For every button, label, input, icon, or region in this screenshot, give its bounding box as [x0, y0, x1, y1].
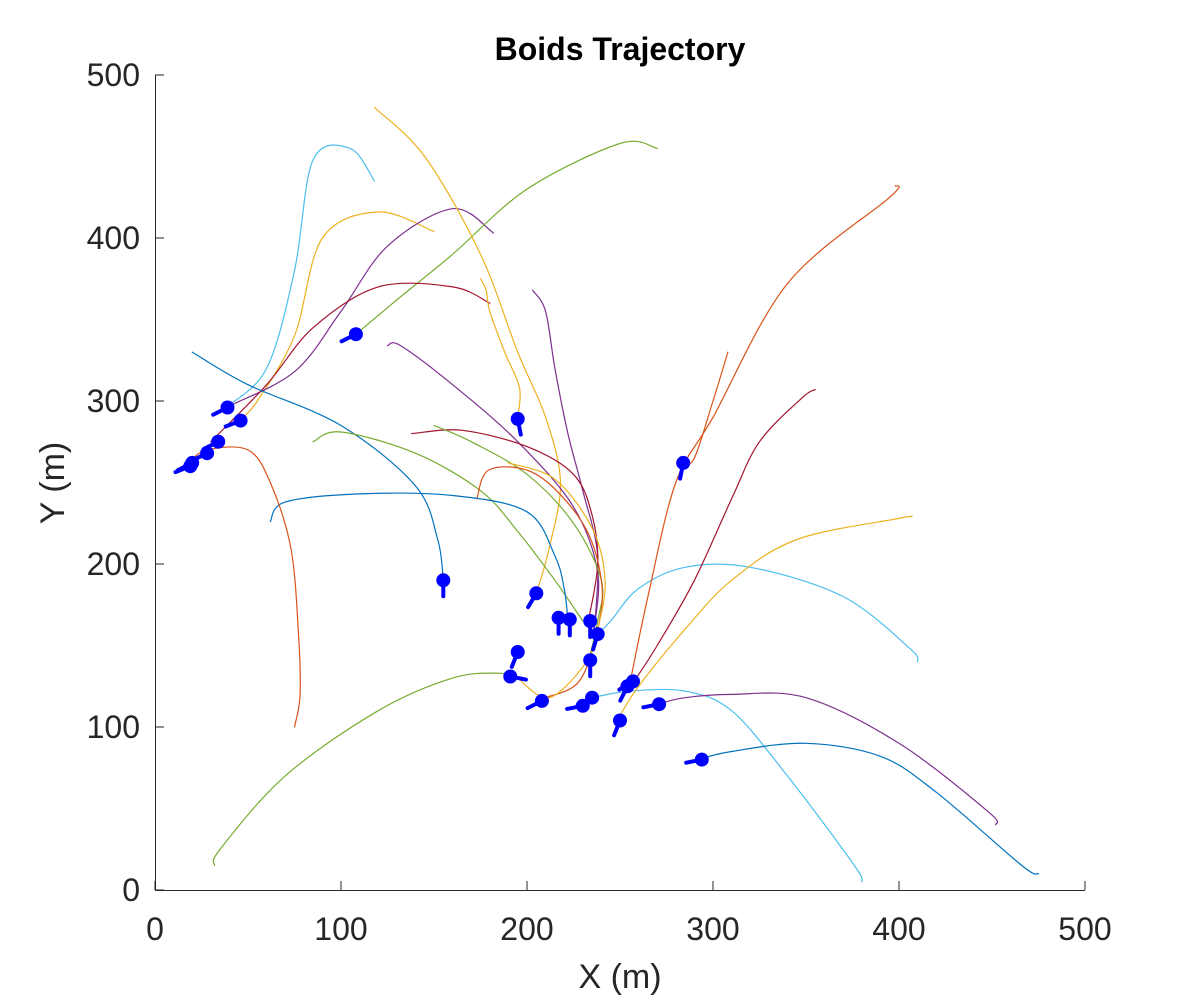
boid-2 — [223, 413, 248, 429]
trajectory-line-19 — [591, 688, 863, 883]
boid-marker-4 — [200, 446, 215, 461]
trajectory-line-14 — [476, 466, 603, 699]
boid-marker-24 — [652, 697, 667, 712]
y-tick-label: 100 — [87, 709, 140, 745]
trajectory-line-20 — [656, 692, 999, 826]
x-tick-label: 300 — [686, 911, 739, 947]
boid-marker-16 — [510, 645, 525, 659]
boid-marker-14 — [590, 627, 605, 642]
boid-marker-9 — [436, 573, 451, 588]
boid-marker-15 — [583, 653, 598, 668]
trajectory-line-4 — [355, 140, 658, 335]
boid-10 — [526, 586, 544, 610]
boid-26 — [684, 752, 709, 767]
boid-16 — [509, 645, 525, 669]
trajectory-line-21 — [697, 742, 1040, 875]
trajectory-line-3 — [225, 208, 495, 409]
x-ticks: 0 100 200 300 400 500 — [146, 881, 1112, 947]
trajectory-line-2 — [238, 211, 435, 422]
boid-13 — [583, 614, 598, 639]
boid-18 — [525, 693, 549, 711]
y-tick-label: 500 — [87, 57, 140, 93]
trajectory-line-8 — [479, 278, 521, 418]
trajectory-line-23 — [615, 515, 913, 723]
boid-8 — [510, 411, 525, 437]
boid-marker-10 — [529, 586, 544, 601]
boid-1 — [211, 400, 235, 417]
trajectory-line-13 — [312, 431, 584, 622]
boid-marker-23 — [613, 713, 627, 728]
trajectory-line-15 — [507, 462, 606, 699]
boid-marker-26 — [694, 752, 709, 767]
boid-7 — [339, 327, 363, 344]
boid-9 — [436, 573, 451, 599]
trajectory-line-7 — [373, 107, 562, 594]
y-tick-label: 300 — [87, 383, 140, 419]
boid-14 — [590, 627, 605, 652]
trajectory-line-9 — [532, 289, 599, 635]
boid-17 — [503, 669, 528, 684]
trajectory-line-26 — [682, 351, 729, 465]
boid-marker-22 — [626, 674, 640, 689]
boid-marker-17 — [503, 669, 518, 684]
boid-marker-2 — [233, 413, 248, 428]
boid-marker-20 — [585, 690, 600, 705]
y-ticks: 0 100 200 300 400 500 — [87, 57, 164, 908]
trajectory-line-17 — [187, 446, 301, 728]
y-tick-label: 0 — [122, 872, 140, 908]
boid-marker-12 — [562, 612, 577, 627]
x-tick-label: 0 — [146, 911, 164, 947]
trajectory-line-12 — [433, 424, 604, 663]
trajectory-line-24 — [628, 185, 900, 687]
y-tick-label: 200 — [87, 546, 140, 582]
trajectory-line-1 — [225, 144, 376, 409]
boid-marker-3 — [211, 434, 226, 449]
trajectory-line-18 — [212, 672, 519, 867]
boid-marker-18 — [534, 693, 549, 708]
x-tick-label: 200 — [500, 911, 553, 947]
boid-12 — [562, 612, 577, 638]
boid-marker-8 — [510, 411, 525, 426]
boid-marker-13 — [583, 614, 598, 628]
trajectory-line-16 — [269, 492, 569, 620]
boid-markers — [173, 327, 709, 767]
boid-22 — [617, 674, 640, 692]
axes: 0 100 200 300 400 500 0 100 200 300 400 500 — [87, 57, 1112, 947]
trajectory-line-5 — [210, 282, 491, 443]
boid-24 — [641, 697, 667, 712]
boid-15 — [583, 653, 598, 679]
trajectory-line-10 — [386, 342, 600, 630]
trajectory-lines — [187, 107, 1040, 883]
x-tick-label: 100 — [314, 911, 367, 947]
trajectory-line-25 — [632, 389, 816, 684]
boid-6 — [173, 459, 198, 475]
boid-25 — [676, 455, 691, 481]
boid-marker-1 — [220, 400, 235, 415]
x-axis-label: X (m) — [578, 958, 661, 996]
trajectory-line-6 — [191, 351, 444, 581]
boid-23 — [612, 713, 627, 738]
boid-marker-11 — [551, 610, 566, 625]
chart-title: Boids Trajectory — [495, 31, 746, 67]
y-tick-label: 400 — [87, 220, 140, 256]
boid-11 — [551, 610, 566, 636]
x-tick-label: 500 — [1058, 911, 1111, 947]
boid-20 — [575, 690, 600, 707]
trajectory-line-22 — [597, 563, 919, 663]
y-axis-label: Y (m) — [34, 442, 72, 524]
x-tick-label: 400 — [872, 911, 925, 947]
boid-marker-25 — [676, 455, 691, 470]
trajectory-line-11 — [411, 429, 599, 622]
boid-marker-7 — [348, 327, 363, 342]
boid-marker-6 — [183, 459, 198, 474]
